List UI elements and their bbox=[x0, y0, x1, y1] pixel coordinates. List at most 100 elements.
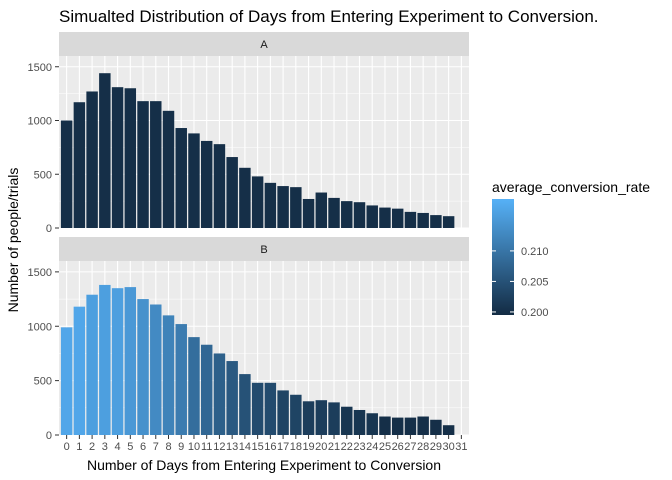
x-tick-label: 16 bbox=[264, 441, 276, 453]
facet-strip-label: B bbox=[260, 244, 267, 256]
x-tick-label: 5 bbox=[127, 441, 133, 453]
facet-panel-b: B 0 500 1000 1500 bbox=[28, 237, 469, 442]
legend-tick-label: 0.200 bbox=[521, 307, 549, 319]
bar bbox=[188, 337, 200, 435]
x-tick-label: 2 bbox=[89, 441, 95, 453]
bar bbox=[366, 413, 378, 435]
x-tick-label: 12 bbox=[213, 441, 225, 453]
facet-strip-label: A bbox=[260, 39, 268, 51]
bar bbox=[430, 215, 442, 228]
x-tick-label: 24 bbox=[366, 441, 378, 453]
x-tick-label: 19 bbox=[302, 441, 314, 453]
bar bbox=[111, 288, 124, 435]
legend: average_conversion_rate 0.200 0.205 0.210 bbox=[492, 179, 650, 319]
y-axis-title: Number of people/trials bbox=[5, 168, 21, 313]
bar bbox=[379, 416, 391, 435]
bar bbox=[175, 128, 187, 228]
x-tick-label: 29 bbox=[430, 441, 442, 453]
x-tick-label: 0 bbox=[64, 441, 70, 453]
legend-tick-label: 0.210 bbox=[521, 246, 549, 258]
bar bbox=[290, 394, 302, 435]
bar bbox=[162, 110, 175, 228]
x-tick-label: 3 bbox=[102, 441, 108, 453]
y-tick-label: 500 bbox=[34, 169, 52, 181]
x-tick-label: 15 bbox=[252, 441, 264, 453]
bar bbox=[226, 361, 238, 435]
bar bbox=[60, 327, 73, 435]
bar bbox=[404, 211, 417, 228]
x-tick-label: 18 bbox=[290, 441, 302, 453]
bar bbox=[86, 294, 98, 435]
bar bbox=[366, 205, 378, 228]
legend-title: average_conversion_rate bbox=[492, 179, 650, 195]
bar bbox=[175, 324, 187, 435]
x-tick-label: 13 bbox=[226, 441, 238, 453]
bar bbox=[239, 167, 251, 228]
chart-title: Simualted Distribution of Days from Ente… bbox=[59, 7, 599, 26]
bar bbox=[264, 382, 277, 435]
bar bbox=[124, 88, 137, 228]
x-tick-label: 1 bbox=[76, 441, 82, 453]
bar bbox=[150, 101, 162, 228]
bar bbox=[404, 417, 417, 435]
bar bbox=[162, 315, 175, 435]
bar bbox=[200, 344, 213, 435]
bar bbox=[150, 304, 162, 435]
x-tick-label: 25 bbox=[379, 441, 391, 453]
y-tick-label: 0 bbox=[46, 223, 52, 235]
bar bbox=[277, 390, 289, 435]
bar bbox=[99, 284, 111, 435]
bar bbox=[251, 382, 264, 435]
bar bbox=[442, 425, 455, 435]
bar bbox=[442, 216, 455, 228]
x-axis-title: Number of Days from Entering Experiment … bbox=[87, 457, 441, 473]
bar bbox=[73, 306, 86, 435]
x-tick-label: 17 bbox=[277, 441, 289, 453]
bar bbox=[302, 401, 315, 435]
x-tick-label: 7 bbox=[153, 441, 159, 453]
facet-panel-a: A 0 500 1000 1500 bbox=[28, 32, 469, 235]
bar bbox=[111, 87, 124, 228]
bar bbox=[99, 73, 111, 228]
bar bbox=[391, 208, 404, 228]
x-tick-label: 28 bbox=[417, 441, 429, 453]
bar bbox=[290, 187, 302, 228]
y-tick-label: 1000 bbox=[28, 116, 52, 128]
x-tick-label: 26 bbox=[392, 441, 404, 453]
bar bbox=[86, 91, 98, 228]
x-tick-label: 9 bbox=[178, 441, 184, 453]
legend-tick-label: 0.205 bbox=[521, 276, 549, 288]
bar bbox=[60, 120, 73, 228]
x-tick-label: 22 bbox=[341, 441, 353, 453]
bar bbox=[328, 197, 340, 228]
x-tick-label: 4 bbox=[115, 441, 121, 453]
bar bbox=[277, 186, 289, 228]
bar bbox=[302, 198, 315, 228]
bar bbox=[239, 374, 251, 435]
facet-strip bbox=[59, 237, 469, 261]
y-tick-label: 0 bbox=[46, 430, 52, 442]
bar bbox=[430, 419, 442, 435]
bar bbox=[213, 144, 226, 228]
x-tick-label: 8 bbox=[165, 441, 171, 453]
bar bbox=[341, 201, 353, 228]
y-tick-label: 500 bbox=[34, 376, 52, 388]
y-tick-label: 1500 bbox=[28, 267, 52, 279]
bar bbox=[391, 417, 404, 435]
bar bbox=[353, 202, 366, 228]
bar bbox=[188, 133, 200, 228]
x-tick-label: 21 bbox=[328, 441, 340, 453]
bar bbox=[251, 176, 264, 228]
x-tick-label: 23 bbox=[353, 441, 365, 453]
bar bbox=[73, 102, 86, 228]
bar bbox=[417, 416, 429, 435]
bar bbox=[328, 402, 340, 435]
x-tick-label: 27 bbox=[404, 441, 416, 453]
x-tick-label: 30 bbox=[443, 441, 455, 453]
x-tick-label: 14 bbox=[239, 441, 251, 453]
x-tick-label: 10 bbox=[188, 441, 200, 453]
y-tick-label: 1500 bbox=[28, 62, 52, 74]
x-tick-label: 31 bbox=[455, 441, 467, 453]
bar bbox=[379, 207, 391, 228]
